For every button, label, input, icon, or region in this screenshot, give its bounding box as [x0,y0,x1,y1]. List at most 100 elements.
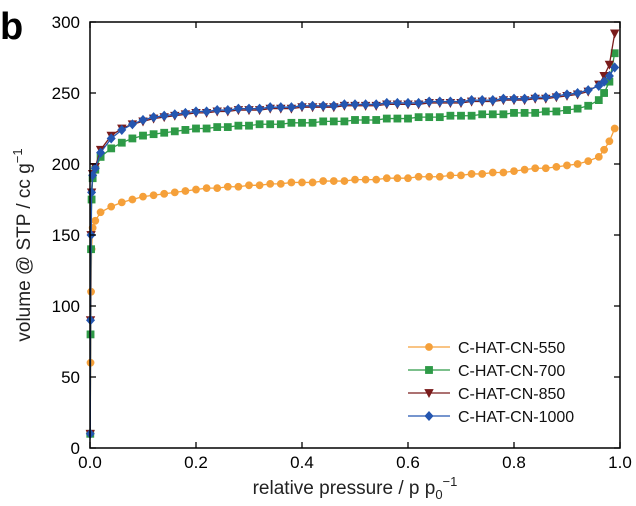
data-point [255,120,264,129]
legend-label: C-HAT-CN-550 [458,340,565,357]
data-point [329,177,338,185]
data-point [276,120,285,129]
data-point [329,117,338,126]
plot-frame [89,21,621,449]
y-tick-label: 150 [52,226,80,245]
data-point [170,188,179,197]
data-point [488,168,497,177]
y-tick-label: 200 [52,155,80,174]
data-point [149,112,159,123]
legend-marker [425,366,433,374]
data-point [287,178,296,187]
data-point [520,165,529,174]
data-point [600,145,608,154]
x-tick-label: 0.0 [78,453,102,472]
data-point [128,195,137,204]
legend-marker [424,389,434,399]
data-point [584,101,593,110]
data-point [127,119,137,130]
data-point [170,109,180,120]
data-point [139,131,147,140]
data-point [202,106,212,117]
data-point [594,96,603,104]
data-point [361,116,370,124]
data-point [160,189,169,198]
legend-entry: C-HAT-CN-550 [408,340,565,357]
data-point [393,174,402,183]
y-tick-label: 100 [52,297,80,316]
data-point [414,97,424,108]
legend-label: C-HAT-CN-850 [458,386,565,403]
data-point [531,164,540,173]
data-point [477,95,487,106]
data-point [213,123,222,131]
data-point [96,147,106,158]
data-point [287,118,296,127]
data-point [552,107,561,116]
data-point [371,99,381,110]
series-c-hat-cn-1000 [85,62,620,439]
data-point [541,107,550,116]
data-point [318,100,328,111]
data-point [424,96,434,107]
data-point [160,128,169,137]
data-point [445,96,455,107]
data-point [192,185,200,194]
data-point [181,187,190,195]
data-point [96,208,105,217]
data-point [91,216,100,225]
data-point [563,106,571,114]
data-point [446,111,455,120]
data-point [467,170,476,178]
data-point [139,192,147,201]
data-point [372,175,381,184]
data-point [456,96,466,107]
data-point [308,178,317,187]
data-point [382,97,392,108]
data-point [361,99,371,110]
data-point [350,99,360,110]
data-point [610,124,619,133]
x-tick-label: 0.6 [396,453,420,472]
data-point [446,171,455,180]
data-point [573,104,582,113]
data-point [404,114,412,123]
data-point [562,89,572,100]
data-point [351,116,359,124]
data-point [520,108,529,117]
legend-marker [424,410,434,422]
data-point [594,152,603,161]
panel-label: b [0,6,24,48]
data-point [202,124,211,133]
data-point [605,137,614,146]
data-point [467,95,477,106]
data-point [191,106,201,117]
data-point [149,191,158,200]
data-point [403,97,413,108]
data-point [594,80,604,91]
data-point [245,121,253,130]
data-point [223,182,232,191]
data-point [509,93,519,104]
data-point [223,123,232,131]
data-point [298,178,306,187]
data-point [510,108,518,117]
x-axis-label-sub: 0 [435,487,442,502]
data-point [213,184,222,193]
data-point [181,126,190,134]
legend-entry: C-HAT-CN-1000 [408,409,574,426]
data-point [340,177,349,185]
data-point [266,179,275,188]
data-point [170,127,179,136]
data-point [212,104,222,116]
data-point [223,104,233,116]
ticks-layer: 0.0 0.2 0.4 0.6 0.8 1.0 0 50 100 150 200 250 300 [52,13,632,472]
data-point [583,85,593,96]
data-point [414,172,423,181]
data-point [393,114,402,123]
data-point [404,174,412,183]
x-axis-label-sup: −1 [443,474,458,489]
data-point [339,99,349,110]
data-point [573,87,583,99]
